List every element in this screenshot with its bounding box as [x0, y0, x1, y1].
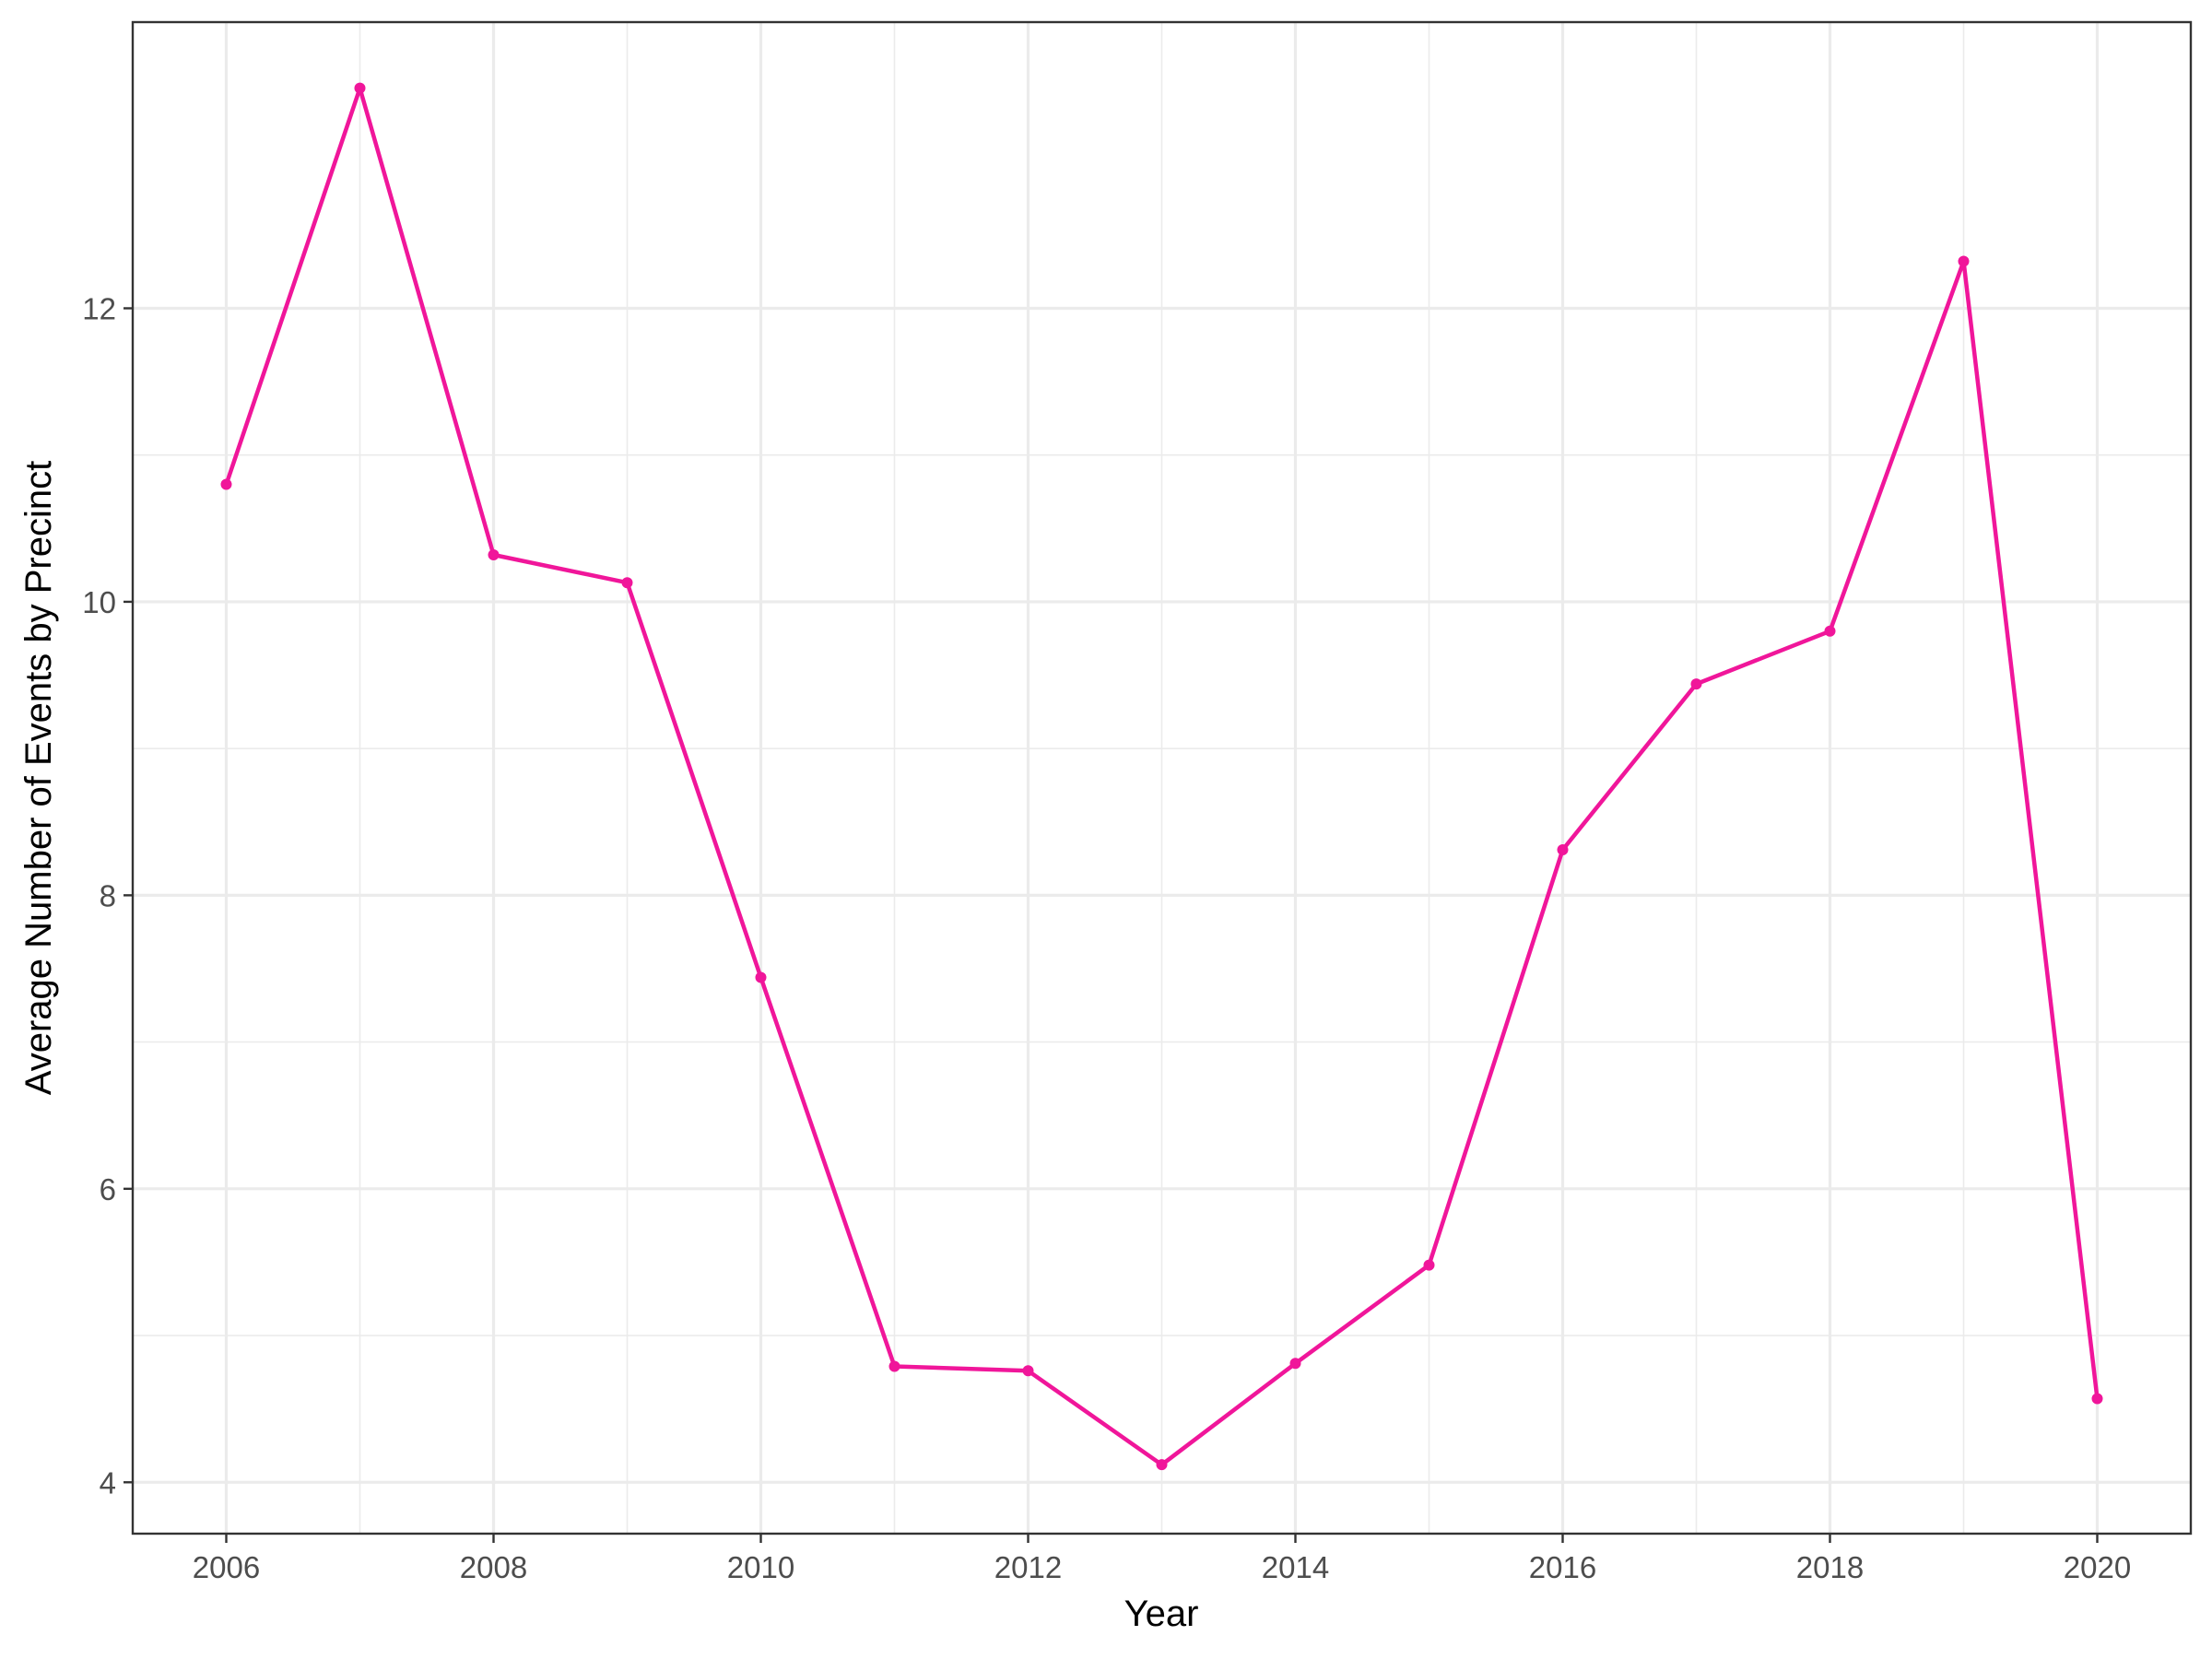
x-tick-label: 2010	[727, 1550, 794, 1584]
x-tick-label: 2012	[994, 1550, 1062, 1584]
data-point	[354, 82, 366, 94]
tick-labels: 2006 2008 2010 2012 2014 2016 2018 2020 4 6 8 10 12	[82, 291, 2131, 1584]
minor-gridlines	[133, 22, 2191, 1534]
y-axis-title: Average Number of Events by Precinct	[18, 461, 59, 1095]
data-point	[1824, 625, 1836, 637]
x-axis-title: Year	[1124, 1594, 1199, 1634]
data-point	[1690, 678, 1702, 690]
y-tick-label: 6	[100, 1172, 116, 1206]
x-tick-label: 2016	[1529, 1550, 1596, 1584]
data-point	[888, 1360, 900, 1372]
y-tick-label: 12	[82, 291, 116, 325]
x-tick-label: 2018	[1796, 1550, 1864, 1584]
y-tick-label: 10	[82, 585, 116, 619]
major-gridlines	[133, 22, 2191, 1534]
y-tick-label: 4	[100, 1465, 116, 1500]
x-tick-label: 2014	[1262, 1550, 1329, 1584]
data-point	[1022, 1365, 1034, 1377]
data-point	[1156, 1459, 1168, 1471]
data-point	[2091, 1393, 2103, 1405]
panel-border	[131, 20, 2193, 1535]
x-tick-label: 2008	[460, 1550, 527, 1584]
data-point	[1958, 255, 1970, 267]
series-layer	[220, 82, 2103, 1471]
data-point	[1423, 1259, 1435, 1271]
data-point	[488, 548, 500, 560]
data-point	[1557, 844, 1569, 856]
x-tick-label: 2020	[2064, 1550, 2131, 1584]
data-point	[621, 577, 633, 589]
y-tick-label: 8	[100, 878, 116, 912]
data-point	[220, 478, 232, 490]
data-point	[1289, 1358, 1301, 1370]
x-tick-label: 2006	[193, 1550, 260, 1584]
axis-ticks	[124, 307, 2099, 1543]
data-point	[755, 971, 767, 983]
